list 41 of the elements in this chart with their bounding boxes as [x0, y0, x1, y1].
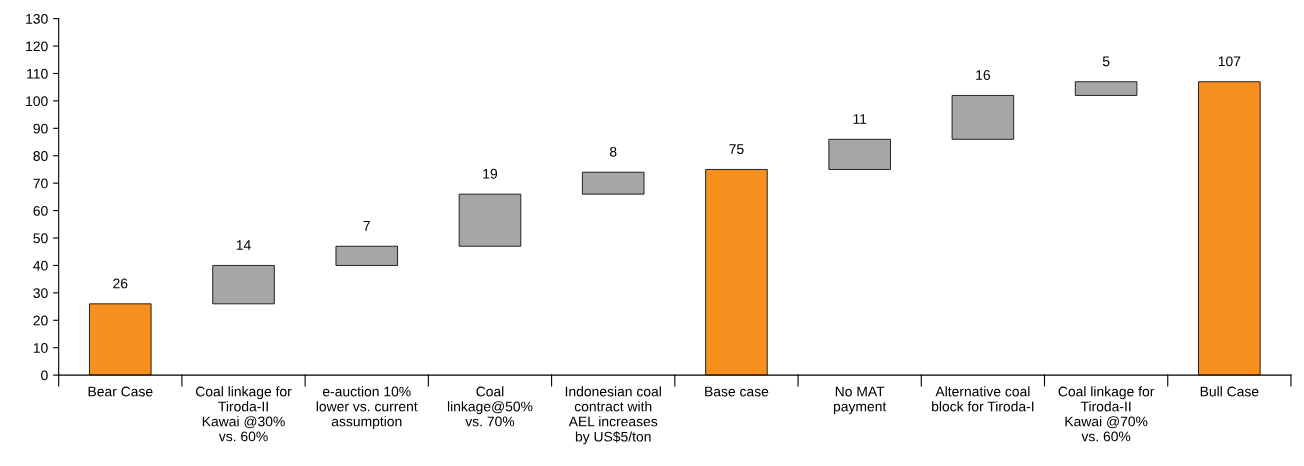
y-tick-label: 10 — [33, 343, 48, 353]
data-label: 19 — [483, 168, 498, 179]
y-tick-label: 60 — [33, 205, 48, 216]
x-tick-label: e-auction 10% lower vs. current assumption — [316, 386, 418, 430]
data-label: 107 — [1218, 56, 1241, 67]
y-tick-label: 20 — [33, 315, 48, 326]
y-tick-label: 40 — [33, 260, 48, 271]
data-label: 8 — [609, 146, 617, 157]
data-label: 75 — [729, 144, 744, 154]
data-label: 14 — [236, 240, 251, 250]
y-tick-label: 100 — [26, 96, 48, 107]
bar — [951, 95, 1015, 140]
bar — [458, 193, 522, 247]
x-tick-label: Coal linkage for Tiroda-II Kawai @70% vs. 60% — [1058, 386, 1155, 442]
y-tick-label: 50 — [33, 233, 48, 244]
bar — [335, 245, 398, 266]
y-tick-label: 130 — [26, 13, 48, 24]
bar — [581, 171, 645, 195]
y-tick-label: 70 — [33, 178, 48, 189]
x-tick-label: Bear Case — [88, 386, 153, 397]
x-tick-label: Coal linkage@50% vs. 70% — [447, 386, 533, 427]
x-tick-label: Base case — [705, 386, 769, 397]
y-tick-label: 110 — [27, 68, 48, 79]
y-tick-label: 80 — [33, 151, 48, 161]
y-tick-label: 0 — [41, 370, 48, 381]
y-tick-label: 120 — [26, 41, 48, 52]
x-tick-label: Indonesian coal contract with AEL increases by US$5/ton — [565, 386, 661, 445]
data-label: 5 — [1102, 56, 1110, 67]
data-label: 11 — [853, 114, 867, 124]
data-label: 7 — [363, 221, 370, 231]
x-tick-label: Bull Case — [1200, 386, 1259, 397]
data-label: 16 — [976, 70, 990, 80]
bar — [1074, 81, 1138, 96]
y-tick-label: 30 — [33, 288, 48, 299]
y-tick-label: 90 — [33, 123, 48, 134]
bar — [212, 265, 275, 305]
x-tick-label: Coal linkage for Tiroda-II Kawai @30% vs. 60% — [195, 386, 292, 442]
bar — [828, 138, 891, 170]
x-tick-label: No MAT payment — [833, 386, 887, 415]
data-label: 26 — [113, 278, 128, 289]
x-tick-label: Alternative coal block for Tiroda-I — [932, 386, 1034, 412]
